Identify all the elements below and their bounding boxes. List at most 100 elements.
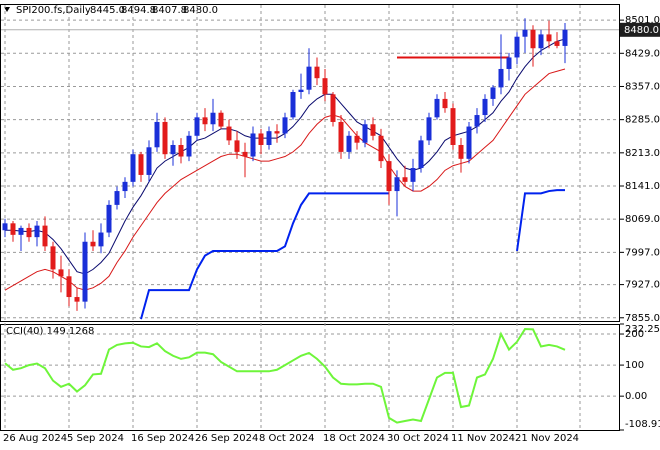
candle-body — [514, 36, 520, 58]
candle-body — [418, 140, 424, 169]
candle-body — [530, 29, 536, 49]
candle-body — [330, 94, 336, 122]
candle-body — [50, 246, 56, 270]
y-tick-label: 8357.0 — [625, 81, 660, 92]
candle-body — [370, 124, 376, 136]
candle-body — [490, 87, 496, 99]
candle-body — [250, 133, 256, 157]
candle-body — [18, 227, 24, 235]
overlay-line — [516, 189, 565, 252]
candle-body — [498, 68, 504, 88]
candle-body — [554, 41, 560, 46]
x-tick-label: 18 Oct 2024 — [323, 433, 385, 444]
header-value: 8445.0 — [90, 5, 125, 16]
candle-body — [522, 29, 528, 37]
candle-body — [154, 121, 160, 148]
candle-body — [106, 204, 112, 233]
header-value: 8494.8 — [121, 5, 156, 16]
x-tick-label: 8 Oct 2024 — [259, 433, 314, 444]
candle-body — [2, 223, 8, 231]
candle-body — [90, 241, 96, 247]
candle-body — [258, 133, 264, 145]
y-tick-label: 7997.0 — [625, 247, 660, 258]
indicator-title: CCI(40) 149.1268 — [6, 326, 94, 337]
candle-body — [10, 223, 16, 235]
candle-body — [66, 276, 72, 298]
candle-body — [210, 112, 216, 125]
x-tick-label: 26 Aug 2024 — [3, 433, 67, 444]
candle-body — [298, 89, 304, 93]
candle-body — [146, 147, 152, 175]
candle-body — [202, 117, 208, 125]
price-tag — [620, 22, 660, 37]
candle-body — [234, 140, 240, 152]
candle-body — [322, 78, 328, 95]
candle-body — [98, 232, 104, 247]
cci-panel — [0, 324, 620, 431]
candle-body — [162, 121, 168, 155]
y-tick-label: 8285.0 — [625, 115, 660, 126]
x-tick-label: 30 Oct 2024 — [387, 433, 449, 444]
candle-body — [458, 144, 464, 159]
y-tick-label: 200 — [625, 329, 644, 340]
candle-body — [338, 121, 344, 152]
candle-body — [474, 115, 480, 127]
candle-body — [274, 131, 280, 134]
x-tick-label: 16 Sep 2024 — [131, 433, 194, 444]
y-tick-label: 8501.0 — [625, 15, 660, 26]
candle-body — [442, 98, 448, 109]
x-tick-label: 21 Nov 2024 — [515, 433, 579, 444]
candle-body — [354, 135, 360, 143]
y-tick-label: 100 — [625, 360, 644, 371]
x-tick-label: 5 Sep 2024 — [67, 433, 124, 444]
overlay-line — [140, 192, 389, 320]
candle-body — [362, 124, 368, 143]
candle-body — [410, 168, 416, 182]
candle-body — [450, 108, 456, 145]
candle-body — [314, 66, 320, 79]
header-value: 8480.0 — [183, 5, 218, 16]
chart-title: SPI200.fs,Daily — [16, 5, 91, 16]
candle-body — [226, 126, 232, 141]
candle-body — [26, 227, 32, 238]
candle-body — [290, 92, 296, 118]
menu-marker — [4, 7, 10, 12]
header-value: 8407.8 — [152, 5, 187, 16]
candle-body — [34, 225, 40, 238]
candle-body — [546, 34, 552, 42]
candle-body — [426, 117, 432, 141]
y-tick-label: 0.00 — [625, 391, 647, 402]
candle-body — [394, 177, 400, 192]
candle-body — [82, 241, 88, 302]
candle-body — [506, 57, 512, 69]
candle-body — [434, 98, 440, 118]
candle-body — [242, 151, 248, 157]
candle-body — [306, 66, 312, 90]
candle-body — [170, 144, 176, 155]
candle-body — [42, 225, 48, 247]
candle-body — [482, 98, 488, 116]
candle-body — [218, 112, 224, 127]
candle-body — [386, 161, 392, 192]
candle-body — [122, 181, 128, 192]
y-tick-label: 7927.0 — [625, 280, 660, 291]
candle-body — [466, 126, 472, 159]
x-tick-label: 11 Nov 2024 — [451, 433, 515, 444]
candle-body — [194, 117, 200, 136]
y-tick-label: 8069.0 — [625, 214, 660, 225]
candle-body — [282, 117, 288, 134]
candle-body — [402, 177, 408, 182]
y-tick-label: 8429.0 — [625, 48, 660, 59]
overlay-line — [4, 68, 566, 291]
candle-body — [138, 154, 144, 175]
y-tick-label: 8141.0 — [625, 181, 660, 192]
candle-body — [346, 135, 352, 152]
candle-body — [378, 135, 384, 162]
candle-body — [114, 191, 120, 205]
y-tick-label: 232.2595 — [625, 324, 660, 335]
candle-body — [538, 34, 544, 49]
candle-body — [562, 29, 568, 46]
